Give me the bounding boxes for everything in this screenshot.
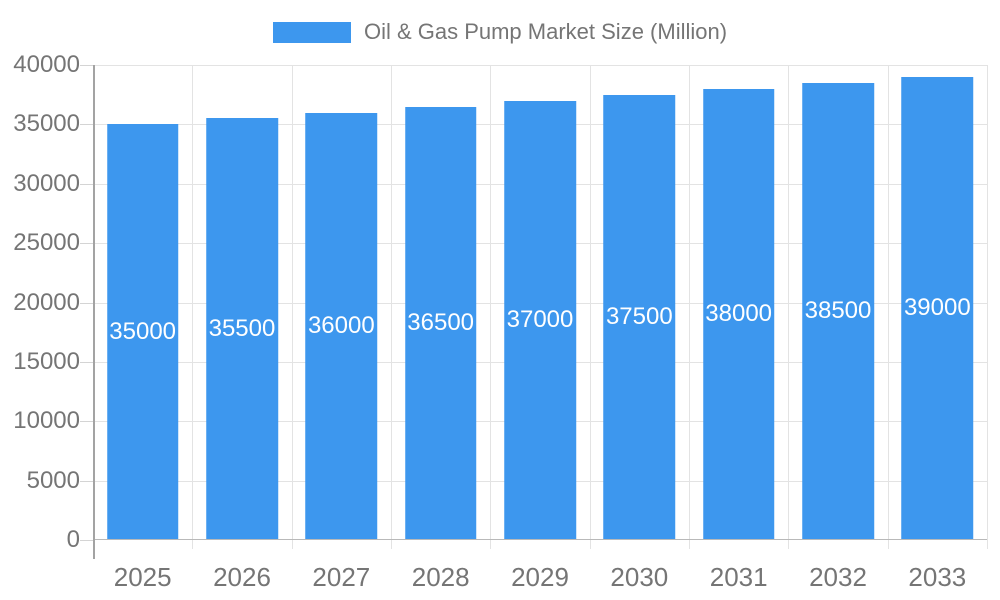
y-tick-10000 — [80, 421, 93, 423]
gridline-x-9 — [987, 65, 988, 549]
bar-2030: 37500 — [603, 94, 676, 540]
bar-2025: 35000 — [106, 124, 179, 540]
y-tick-35000 — [80, 124, 93, 126]
bar-value-label: 38500 — [804, 297, 872, 325]
legend-swatch[interactable] — [272, 21, 351, 43]
y-axis-label: 20000 — [13, 288, 80, 316]
x-axis-label: 2028 — [411, 562, 470, 592]
x-axis-line — [93, 539, 987, 540]
x-axis-label: 2030 — [610, 562, 669, 592]
bar-2033: 39000 — [901, 76, 974, 540]
y-axis-label: 30000 — [13, 169, 80, 197]
y-tick-0 — [80, 540, 93, 541]
y-tick-5000 — [80, 480, 93, 482]
legend-row: Oil & Gas Pump Market Size (Million) — [0, 16, 1000, 48]
y-axis-label: 5000 — [26, 466, 80, 494]
gridline-x-7 — [788, 65, 790, 549]
y-axis-label: 25000 — [13, 229, 80, 257]
legend-label[interactable]: Oil & Gas Pump Market Size (Million) — [363, 19, 728, 44]
x-axis-label: 2029 — [511, 562, 569, 592]
y-axis-label: 0 — [66, 526, 80, 553]
bar-2026: 35500 — [206, 118, 278, 540]
x-axis-label: 2033 — [908, 562, 967, 592]
bar-2031: 38000 — [702, 88, 775, 540]
gridline-x-8 — [887, 65, 889, 549]
x-axis-label: 2031 — [709, 562, 768, 592]
bar-value-label: 38000 — [705, 300, 773, 328]
gridline-x-1 — [192, 65, 194, 549]
bar-2029: 37000 — [504, 100, 576, 540]
y-axis-line — [93, 65, 95, 559]
bar-value-label: 36500 — [407, 309, 475, 337]
y-tick-15000 — [80, 361, 93, 363]
y-axis-label: 15000 — [13, 347, 80, 375]
gridline-x-4 — [490, 65, 492, 549]
gridline-x-5 — [589, 65, 591, 549]
y-tick-40000 — [80, 65, 93, 66]
plot-area: 35000 35500 36000 36500 37000 37500 38000 38500… — [93, 65, 988, 549]
bar-2027: 36000 — [305, 112, 378, 540]
x-axis-label: 2027 — [312, 562, 371, 592]
bar-value-label: 36000 — [307, 312, 375, 340]
y-tick-30000 — [80, 183, 93, 185]
gridline-x-3 — [390, 65, 392, 549]
bar-value-label: 37500 — [605, 303, 673, 331]
x-axis-label: 2026 — [213, 562, 271, 592]
y-axis-label: 10000 — [13, 407, 80, 435]
bar-2032: 38500 — [802, 82, 874, 540]
bar-value-label: 39000 — [903, 294, 971, 322]
gridline-x-2 — [291, 65, 293, 549]
y-axis-label: 35000 — [13, 110, 80, 138]
bar-2028: 36500 — [404, 106, 477, 540]
bar-value-label: 35000 — [109, 318, 177, 346]
gridline-y-40000 — [93, 65, 987, 66]
bar-value-label: 35500 — [208, 315, 276, 343]
y-tick-20000 — [80, 302, 93, 304]
y-axis-label: 40000 — [13, 51, 80, 78]
bar-value-label: 37000 — [506, 306, 574, 334]
y-tick-25000 — [80, 243, 93, 245]
x-axis-label: 2025 — [113, 562, 172, 592]
legend-item[interactable]: Oil & Gas Pump Market Size (Million) — [272, 19, 728, 45]
gridline-x-6 — [688, 65, 690, 549]
x-axis-label: 2032 — [809, 562, 867, 592]
